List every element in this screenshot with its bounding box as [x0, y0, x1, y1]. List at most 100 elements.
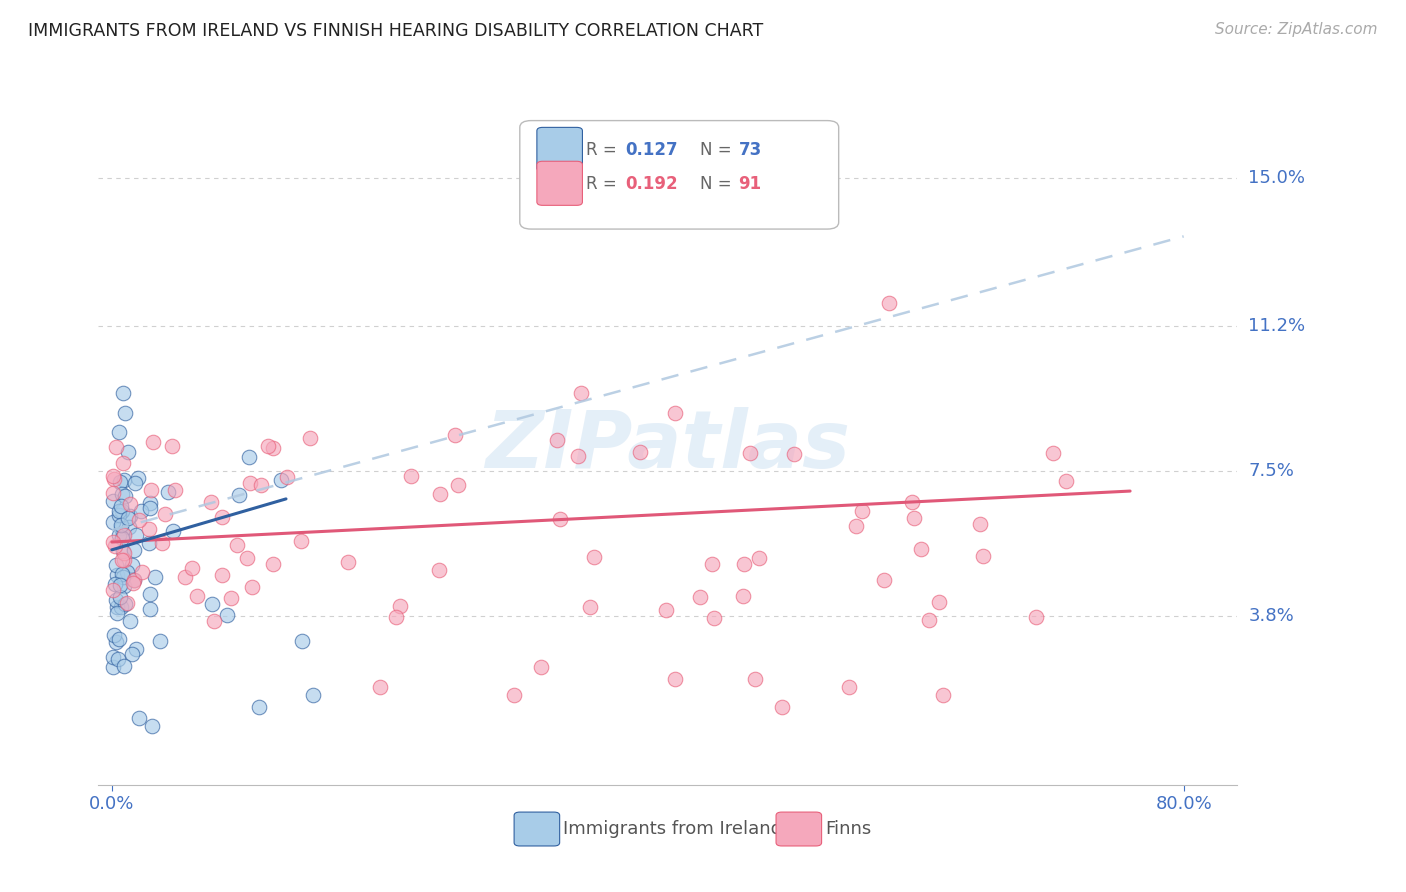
Point [502, 688, 524, 702]
Point [139, 495, 162, 509]
FancyBboxPatch shape [537, 128, 582, 171]
Point [114, 489, 136, 503]
Point [160, 439, 183, 453]
Point [131, 566, 153, 580]
Point [427, 563, 450, 577]
Point [748, 551, 770, 566]
Point [972, 549, 994, 563]
Point [115, 565, 138, 579]
Point [112, 546, 135, 560]
Point [122, 574, 145, 588]
Point [111, 456, 134, 470]
Point [115, 596, 138, 610]
Point [107, 652, 129, 666]
Point [105, 593, 128, 607]
Point [429, 487, 451, 501]
Point [118, 508, 141, 523]
Point [111, 570, 134, 584]
Point [262, 557, 284, 571]
Point [174, 569, 197, 583]
Point [770, 699, 793, 714]
Point [703, 611, 725, 625]
Point [240, 580, 263, 594]
Point [114, 406, 136, 420]
Point [120, 497, 142, 511]
Text: 7.5%: 7.5% [1249, 462, 1295, 481]
Point [111, 504, 134, 518]
Point [108, 632, 131, 646]
Point [128, 513, 150, 527]
Point [141, 719, 163, 733]
Point [139, 483, 162, 497]
Point [104, 539, 127, 553]
Point [120, 615, 142, 629]
Point [112, 553, 135, 567]
Point [139, 501, 162, 516]
Text: N =: N = [700, 175, 737, 193]
Point [250, 477, 273, 491]
Point [740, 446, 762, 460]
Point [110, 521, 132, 535]
Point [388, 599, 411, 613]
Point [138, 536, 160, 550]
Point [744, 672, 766, 686]
FancyBboxPatch shape [776, 812, 821, 846]
Point [110, 517, 132, 532]
Point [901, 495, 924, 509]
Point [239, 476, 262, 491]
Point [1054, 474, 1077, 488]
Point [110, 500, 132, 514]
Point [301, 688, 323, 702]
Point [112, 528, 135, 542]
Point [444, 428, 467, 442]
Text: IMMIGRANTS FROM IRELAND VS FINNISH HEARING DISABILITY CORRELATION CHART: IMMIGRANTS FROM IRELAND VS FINNISH HEARI… [28, 22, 763, 40]
Point [567, 450, 589, 464]
Point [903, 511, 925, 525]
Point [139, 601, 162, 615]
Point [733, 557, 755, 571]
Point [235, 550, 257, 565]
Text: 0.192: 0.192 [626, 175, 678, 193]
Point [121, 558, 143, 572]
Point [664, 406, 686, 420]
Text: R =: R = [586, 141, 621, 159]
Point [446, 478, 468, 492]
Text: 15.0%: 15.0% [1249, 169, 1305, 186]
Point [117, 445, 139, 459]
Point [928, 595, 950, 609]
Point [931, 688, 953, 702]
Point [117, 511, 139, 525]
Point [918, 613, 941, 627]
Point [103, 486, 125, 500]
Point [111, 532, 134, 546]
Point [105, 606, 128, 620]
Point [298, 432, 321, 446]
Point [529, 660, 551, 674]
Point [124, 528, 146, 542]
Point [104, 558, 127, 572]
Point [101, 515, 124, 529]
Text: ZIPatlas: ZIPatlas [485, 407, 851, 485]
Text: Source: ZipAtlas.com: Source: ZipAtlas.com [1215, 22, 1378, 37]
Point [143, 570, 166, 584]
Point [121, 647, 143, 661]
Point [910, 541, 932, 556]
Point [149, 633, 172, 648]
Point [276, 470, 298, 484]
Point [150, 536, 173, 550]
Point [101, 535, 124, 549]
Point [139, 587, 162, 601]
Point [157, 484, 180, 499]
Point [200, 495, 222, 509]
Point [290, 534, 312, 549]
Point [111, 386, 134, 401]
Point [129, 503, 152, 517]
Point [108, 504, 131, 518]
Point [162, 524, 184, 538]
Point [180, 560, 202, 574]
Point [122, 575, 145, 590]
Point [108, 508, 131, 522]
Point [105, 567, 128, 582]
Point [112, 579, 135, 593]
Point [110, 567, 132, 582]
